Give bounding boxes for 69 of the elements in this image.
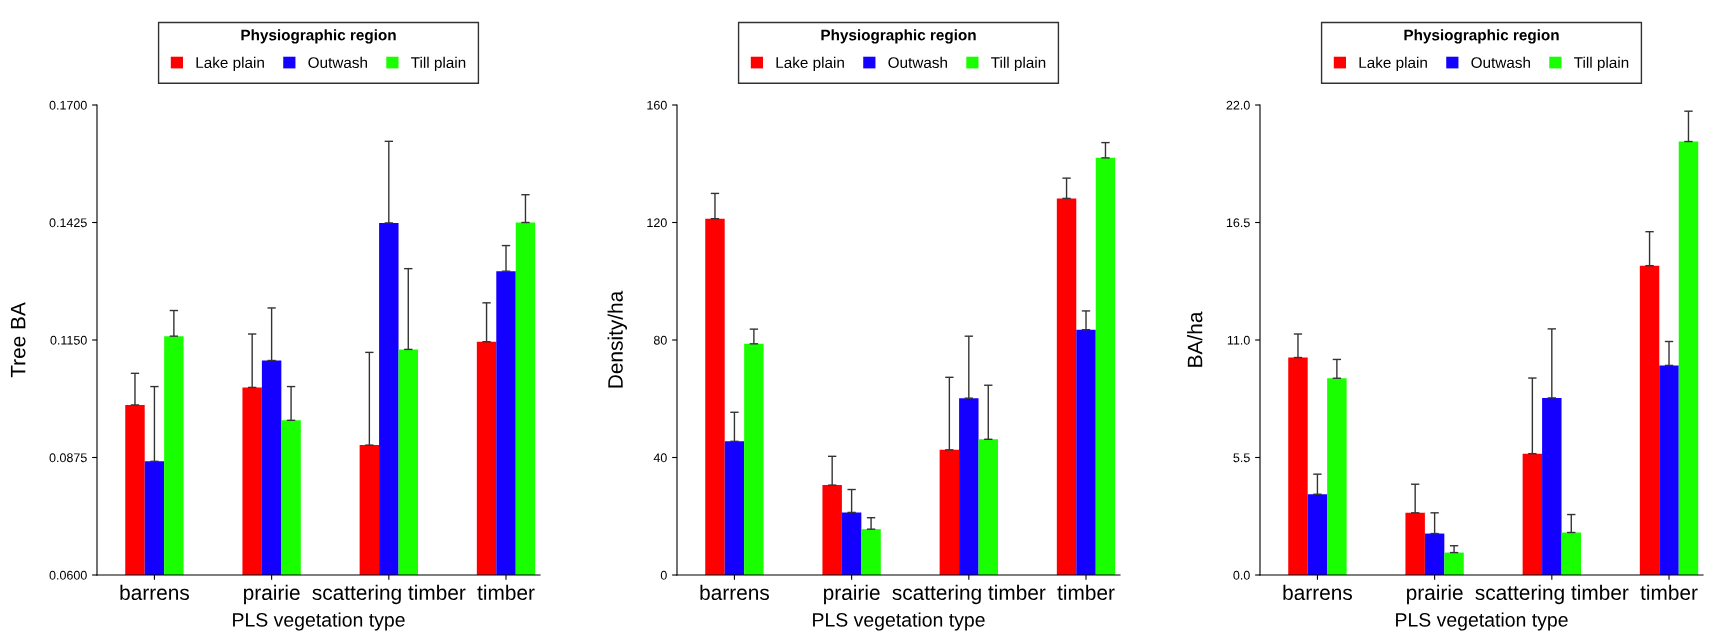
bar [1561,532,1581,575]
legend-label: Lake plain [196,56,264,72]
bar [744,343,764,575]
y-tick-label: 40 [653,453,667,463]
bar [1076,329,1096,575]
legend-label: Outwash [1471,56,1530,69]
legend-label: Till plain [411,56,466,72]
x-tick-label: prairie [1407,584,1463,605]
legend-title: Physiographic region [821,29,976,44]
x-tick-label: scattering timber [312,584,466,605]
y-tick-label: 0.0875 [49,453,87,463]
x-tick-label: timber [477,584,535,601]
bar [1444,552,1464,575]
x-tick-label: timber [1057,584,1115,601]
x-axis-title: PLS vegetation type [813,612,985,631]
y-tick-label: 11.0 [1227,335,1250,345]
x-axis-title: PLS vegetation type [233,612,405,631]
legend-label: Till plain [991,56,1046,72]
bar [861,529,881,575]
bar [959,398,979,575]
bar [978,439,998,575]
y-tick-label: 160 [647,100,667,110]
y-tick-label: 0.0 [1233,570,1250,580]
legend-label: Till plain [1574,56,1629,72]
x-tick-label: barrens [700,584,769,601]
legend-label: Outwash [308,56,367,69]
bar [841,512,862,575]
legend-label: Lake plain [776,56,844,72]
x-tick-label: timber [1640,584,1698,601]
bar [1659,365,1679,575]
legend-label: Lake plain [1359,56,1427,72]
y-tick-label: 0.1700 [49,100,87,110]
x-tick-label: prairie [824,584,880,605]
bar [1542,397,1562,575]
y-tick-label: 0.1150 [50,335,87,345]
bar [724,441,745,575]
x-tick-label: scattering timber [892,584,1046,605]
legend-title: Physiographic region [1404,29,1559,44]
y-axis-title: Density/ha [607,290,627,388]
bar [1327,378,1347,575]
x-tick-label: barrens [1283,584,1352,601]
bar [1056,198,1077,575]
bar [1639,265,1660,575]
x-axis-title: PLS vegetation type [1396,612,1568,631]
y-tick-label: 5.5 [1233,453,1250,463]
legend-label: Outwash [888,56,947,69]
y-tick-label: 0 [660,570,667,580]
y-axis-title: Tree BA [10,302,26,378]
bar [939,449,960,575]
bar [705,218,725,575]
y-tick-label: 0.1425 [49,218,87,228]
legend-title: Physiographic region [241,29,396,44]
bar [1678,141,1699,575]
bar [1424,533,1445,575]
bar [1095,157,1116,575]
y-tick-label: 80 [653,335,667,345]
bar [1307,494,1328,575]
bar [822,485,842,575]
y-tick-label: 16.5 [1226,218,1250,228]
x-tick-label: scattering timber [1475,584,1629,605]
x-tick-label: barrens [120,584,189,601]
bar [1405,512,1425,575]
bar [1288,357,1308,575]
y-axis-title: BA/ha [1187,311,1203,367]
y-tick-label: 0.0600 [49,570,87,580]
bar [1522,453,1543,575]
y-tick-label: 120 [647,218,667,228]
x-tick-label: prairie [244,584,300,605]
y-tick-label: 22.0 [1226,100,1250,110]
